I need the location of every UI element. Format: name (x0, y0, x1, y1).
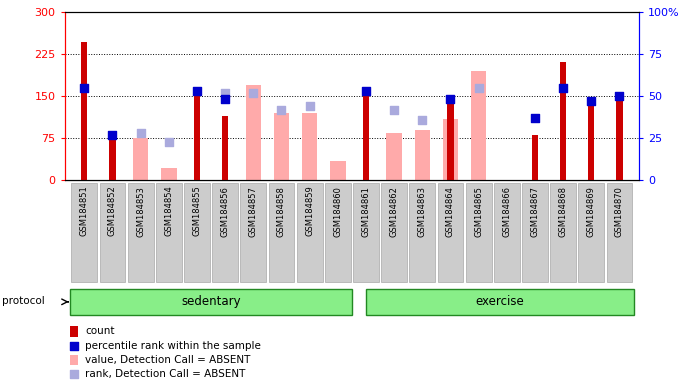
FancyBboxPatch shape (353, 182, 379, 282)
Text: protocol: protocol (2, 296, 45, 306)
Point (220, 89, 231, 96)
Text: GSM184870: GSM184870 (615, 186, 624, 237)
Bar (616, 96, 623, 180)
Text: GSM184865: GSM184865 (474, 186, 483, 237)
Text: exercise: exercise (475, 295, 524, 308)
Point (135, 130, 146, 136)
Point (558, 84, 568, 91)
Point (107, 132, 118, 138)
FancyBboxPatch shape (99, 182, 125, 282)
FancyBboxPatch shape (366, 290, 634, 315)
FancyBboxPatch shape (269, 182, 294, 282)
Text: GSM184855: GSM184855 (192, 186, 201, 237)
Point (389, 106, 400, 113)
Text: GSM184859: GSM184859 (305, 186, 314, 237)
Bar (302, 113, 318, 180)
Bar (560, 62, 566, 180)
Point (163, 139, 174, 145)
FancyBboxPatch shape (240, 182, 267, 282)
FancyBboxPatch shape (156, 182, 182, 282)
Bar (588, 99, 594, 180)
Point (530, 115, 541, 121)
FancyBboxPatch shape (607, 182, 632, 282)
Bar (133, 138, 148, 180)
Text: GSM184864: GSM184864 (446, 186, 455, 237)
FancyBboxPatch shape (437, 182, 464, 282)
Point (220, 96, 231, 103)
Text: GSM184853: GSM184853 (136, 186, 145, 237)
FancyBboxPatch shape (381, 182, 407, 282)
Bar (415, 130, 430, 180)
Bar (194, 90, 200, 180)
Point (445, 96, 456, 103)
Text: GSM184861: GSM184861 (362, 186, 371, 237)
Bar (386, 132, 402, 180)
Point (586, 98, 597, 104)
Point (304, 103, 315, 109)
Bar (222, 116, 228, 180)
FancyBboxPatch shape (466, 182, 492, 282)
Bar (363, 93, 369, 180)
FancyBboxPatch shape (71, 182, 97, 282)
Bar (330, 161, 345, 180)
Text: sedentary: sedentary (182, 295, 241, 308)
Text: GSM184867: GSM184867 (530, 186, 539, 237)
Point (79, 84, 90, 91)
FancyBboxPatch shape (325, 182, 351, 282)
Text: GSM184860: GSM184860 (333, 186, 342, 237)
Text: GSM184858: GSM184858 (277, 186, 286, 237)
Text: GSM184852: GSM184852 (108, 186, 117, 237)
FancyBboxPatch shape (579, 182, 605, 282)
Bar (274, 113, 289, 180)
Text: count: count (85, 326, 115, 336)
FancyBboxPatch shape (184, 182, 210, 282)
Bar (443, 119, 458, 180)
Text: value, Detection Call = ABSENT: value, Detection Call = ABSENT (85, 355, 250, 365)
Text: GSM184856: GSM184856 (220, 186, 230, 237)
Point (614, 93, 625, 99)
FancyBboxPatch shape (522, 182, 548, 282)
Point (69, 371, 80, 377)
Point (192, 88, 203, 94)
Text: GSM184868: GSM184868 (559, 186, 568, 237)
Bar (70, 326, 78, 337)
Bar (532, 136, 538, 180)
FancyBboxPatch shape (296, 182, 322, 282)
Text: GSM184862: GSM184862 (390, 186, 398, 237)
Text: GSM184866: GSM184866 (503, 186, 511, 237)
FancyBboxPatch shape (128, 182, 154, 282)
Bar (109, 140, 116, 180)
FancyBboxPatch shape (409, 182, 435, 282)
Point (276, 106, 287, 113)
Text: GSM184869: GSM184869 (587, 186, 596, 237)
Bar (471, 71, 486, 180)
Text: GSM184857: GSM184857 (249, 186, 258, 237)
Bar (447, 104, 454, 180)
Text: GSM184854: GSM184854 (165, 186, 173, 237)
Point (473, 84, 484, 91)
FancyBboxPatch shape (494, 182, 520, 282)
Bar (161, 168, 177, 180)
Bar (81, 43, 88, 180)
FancyBboxPatch shape (212, 182, 238, 282)
FancyBboxPatch shape (70, 290, 352, 315)
Point (360, 88, 371, 94)
Point (69, 343, 80, 349)
Point (417, 117, 428, 123)
Point (248, 89, 259, 96)
Text: rank, Detection Call = ABSENT: rank, Detection Call = ABSENT (85, 369, 245, 379)
Bar (245, 85, 261, 180)
FancyBboxPatch shape (550, 182, 576, 282)
Bar (70, 354, 78, 365)
Text: GSM184851: GSM184851 (80, 186, 89, 237)
Text: percentile rank within the sample: percentile rank within the sample (85, 341, 261, 351)
Text: GSM184863: GSM184863 (418, 186, 427, 237)
